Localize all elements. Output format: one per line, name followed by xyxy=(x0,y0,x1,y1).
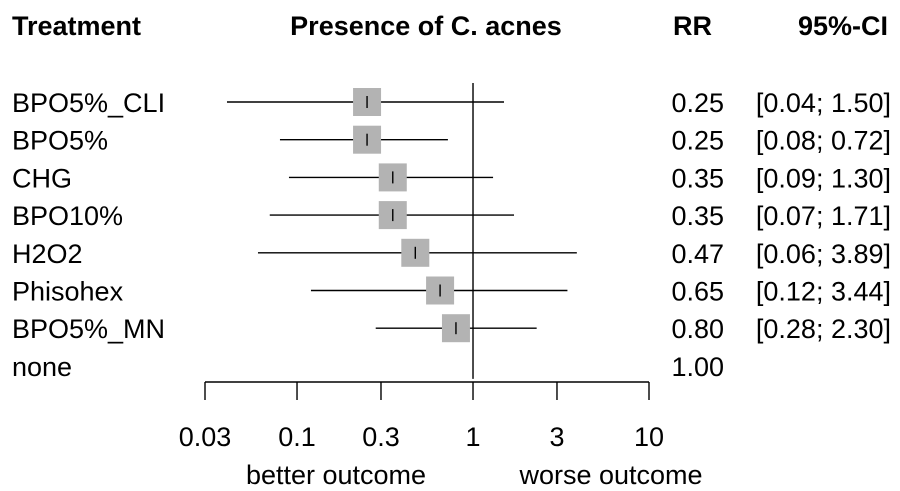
header-treatment: Treatment xyxy=(12,11,141,41)
row-5-treatment-label: Phisohex xyxy=(12,277,124,307)
x-tick-label-3: 1 xyxy=(465,422,480,452)
x-tick-label-0: 0.03 xyxy=(179,422,232,452)
row-3-ci-value: [0.07; 1.71] xyxy=(756,201,891,231)
row-1-ci-value: [0.08; 0.72] xyxy=(756,126,891,156)
row-4-rr-value: 0.47 xyxy=(671,239,724,269)
row-1-rr-value: 0.25 xyxy=(671,126,724,156)
x-tick-label-1: 0.1 xyxy=(278,422,316,452)
row-6-rr-value: 0.80 xyxy=(671,314,724,344)
rows-layer: BPO5%_CLI 0.25 [0.04; 1.50] BPO5% 0.25 [0.08;… xyxy=(12,83,891,382)
better-outcome-label: better outcome xyxy=(246,460,426,490)
row-0-rr-value: 0.25 xyxy=(671,88,724,118)
x-tick-label-2: 0.3 xyxy=(362,422,400,452)
row-2-ci-value: [0.09; 1.30] xyxy=(756,163,891,193)
row-0-treatment-label: BPO5%_CLI xyxy=(12,88,165,118)
row-1-treatment-label: BPO5% xyxy=(12,126,108,156)
header-ci: 95%-CI xyxy=(798,11,888,41)
row-5-ci-value: [0.12; 3.44] xyxy=(756,277,891,307)
row-6-treatment-label: BPO5%_MN xyxy=(12,314,165,344)
x-tick-label-4: 3 xyxy=(549,422,564,452)
row-6-ci-value: [0.28; 2.30] xyxy=(756,314,891,344)
row-4-treatment-label: H2O2 xyxy=(12,239,83,269)
worse-outcome-label: worse outcome xyxy=(518,460,702,490)
row-5-rr-value: 0.65 xyxy=(671,277,724,307)
row-7-treatment-label: none xyxy=(12,352,72,382)
header-title: Presence of C. acnes xyxy=(290,11,562,41)
row-0-ci-value: [0.04; 1.50] xyxy=(756,88,891,118)
row-7-rr-value: 1.00 xyxy=(671,352,724,382)
row-3-treatment-label: BPO10% xyxy=(12,201,123,231)
row-4-ci-value: [0.06; 3.89] xyxy=(756,239,891,269)
x-axis: 0.03 0.1 0.3 1 3 10 xyxy=(179,381,664,452)
x-tick-label-5: 10 xyxy=(634,422,664,452)
row-2-treatment-label: CHG xyxy=(12,163,72,193)
row-2-rr-value: 0.35 xyxy=(671,163,724,193)
row-3-rr-value: 0.35 xyxy=(671,201,724,231)
header-rr: RR xyxy=(673,11,712,41)
